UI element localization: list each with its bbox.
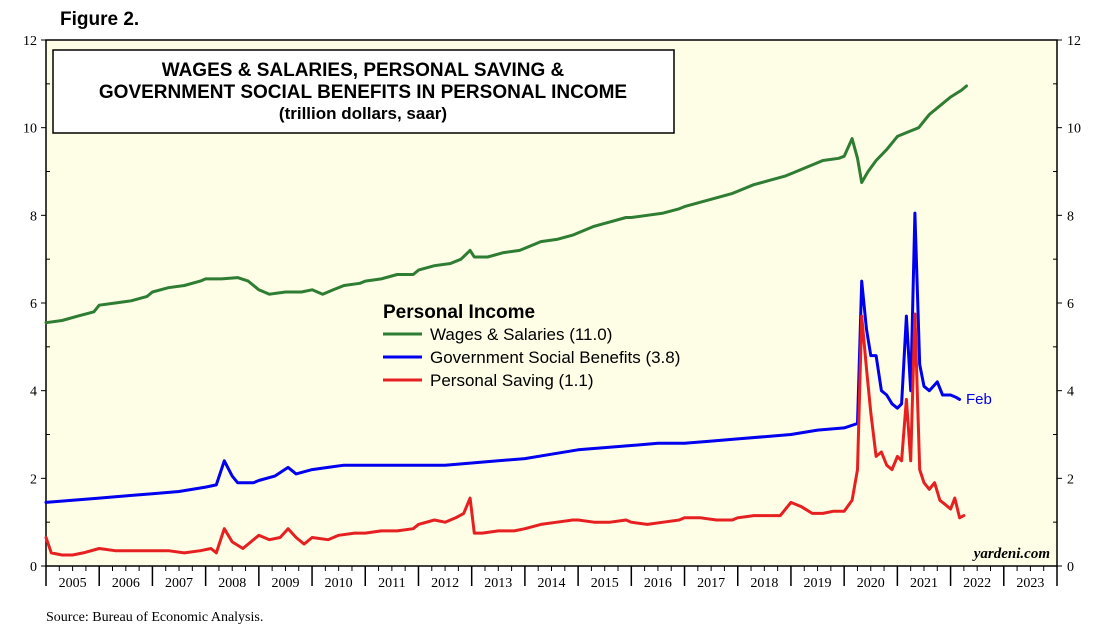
figure-label: Figure 2. — [60, 9, 140, 30]
x-year-label: 2016 — [644, 576, 672, 591]
legend-label-wages: Wages & Salaries (11.0) — [430, 325, 612, 344]
x-year-label: 2008 — [218, 576, 246, 591]
x-year-label: 2021 — [910, 576, 938, 591]
series-line-1 — [44, 211, 962, 504]
y-tick-label-left: 2 — [30, 472, 37, 487]
legend-label-saving: Personal Saving (1.1) — [430, 371, 593, 390]
watermark: yardeni.com — [972, 546, 1050, 562]
legend-item-wages: Wages & Salaries (11.0) — [383, 325, 612, 344]
series-line-0 — [44, 84, 968, 325]
legend-item-benefits: Government Social Benefits (3.8) — [383, 348, 680, 367]
chart-title-line-2: GOVERNMENT SOCIAL BENEFITS IN PERSONAL I… — [99, 82, 627, 103]
y-tick-label-left: 10 — [23, 122, 37, 137]
y-tick-label-left: 6 — [30, 297, 37, 312]
x-year-label: 2005 — [59, 576, 87, 591]
legend-item-saving: Personal Saving (1.1) — [383, 371, 593, 390]
y-axis: 0 0 2 2 4 4 6 6 8 8 10 10 12 12 — [23, 34, 1081, 575]
x-year-label: 2009 — [271, 576, 299, 591]
x-year-label: 2006 — [112, 576, 140, 591]
x-year-label: 2020 — [857, 576, 885, 591]
legend-label-benefits: Government Social Benefits (3.8) — [430, 348, 680, 367]
x-axis: 2005 2006 2007 2008 2009 2010 2011 2012 2013 2014… — [45, 566, 1058, 591]
y-tick-label-right: 6 — [1067, 297, 1074, 312]
y-tick-label-left: 8 — [30, 209, 37, 224]
x-year-label: 2007 — [165, 576, 193, 591]
x-year-label: 2013 — [484, 576, 512, 591]
legend-title: Personal Income — [383, 302, 535, 323]
x-year-label: 2012 — [431, 576, 459, 591]
x-year-label: 2018 — [750, 576, 778, 591]
end-annotation-feb: Feb — [966, 391, 992, 408]
x-year-label: 2015 — [591, 576, 619, 591]
series-line-2 — [44, 312, 966, 557]
source-note: Source: Bureau of Economic Analysis. — [46, 610, 264, 625]
x-year-label: 2023 — [1016, 576, 1044, 591]
x-year-label: 2011 — [378, 576, 405, 591]
y-tick-label-right: 4 — [1067, 385, 1074, 400]
x-year-label: 2014 — [538, 576, 566, 591]
title-box — [52, 49, 675, 134]
x-year-label: 2010 — [325, 576, 353, 591]
y-tick-label-right: 8 — [1067, 209, 1074, 224]
x-year-label: 2022 — [963, 576, 991, 591]
y-tick-label-right: 10 — [1067, 122, 1081, 137]
y-tick-label-right: 0 — [1067, 560, 1074, 575]
chart-subtitle: (trillion dollars, saar) — [279, 104, 447, 123]
x-year-label: 2017 — [697, 576, 725, 591]
x-year-label: 2019 — [804, 576, 832, 591]
y-tick-label-left: 4 — [30, 385, 37, 400]
y-tick-label-right: 2 — [1067, 472, 1074, 487]
y-tick-label-left: 0 — [30, 560, 37, 575]
chart-title-line-1: WAGES & SALARIES, PERSONAL SAVING & — [162, 60, 565, 81]
y-tick-label-right: 12 — [1067, 34, 1081, 49]
series-lines — [44, 84, 968, 557]
y-tick-label-left: 12 — [23, 34, 37, 49]
